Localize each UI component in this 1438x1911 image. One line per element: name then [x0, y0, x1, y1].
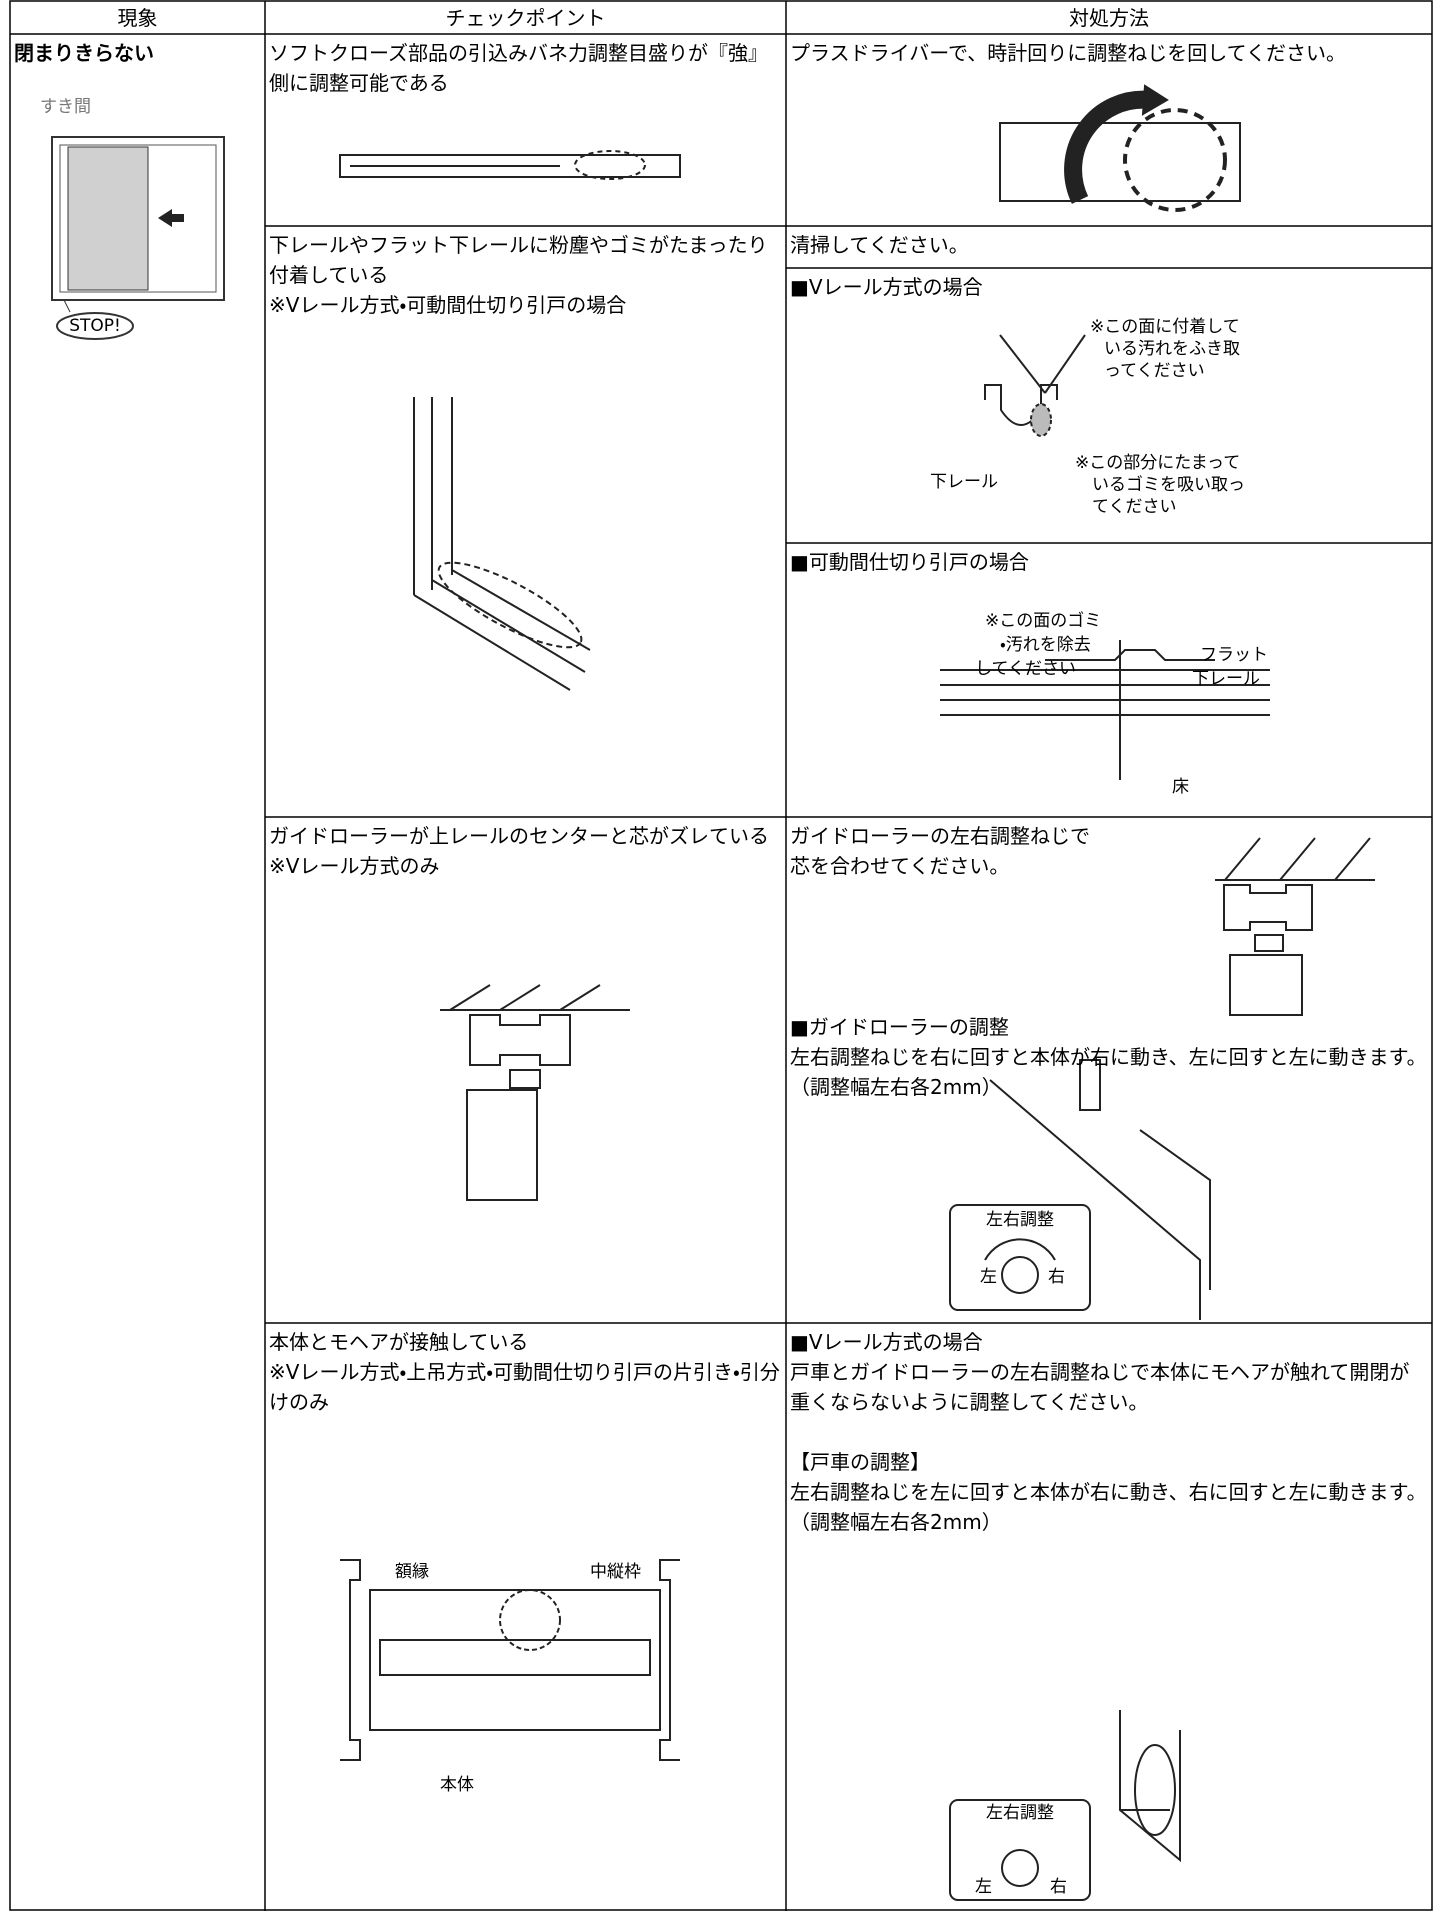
figure-label: 下レール [1192, 669, 1260, 689]
checkpoint: 下レールやフラット下レールに粉塵やゴミがたまったり付着している ※Vレール方式・… [265, 228, 786, 322]
figure-label: ※この面のゴミ [985, 610, 1101, 631]
phenomenon-title: 閉まりきらない [14, 41, 154, 65]
figure-label: すき間 [40, 97, 91, 117]
action: プラスドライバーで、時計回りに調整ねじを回してください。 [786, 36, 1432, 70]
text: ■Vレール方式の場合 [790, 1330, 983, 1354]
text: 戸車とガイドローラーの左右調整ねじで本体にモヘアが触れて開閉が重くならないように… [790, 1360, 1410, 1414]
soft-close-figure [339, 84, 1241, 212]
header-cell: チェックポイント [445, 6, 606, 30]
action: ■Vレール方式の場合 [786, 270, 1432, 304]
text: ■ガイドローラーの調整 [790, 1015, 1009, 1039]
guide-roller-figure-labels: 左右調整 左 右 [980, 1210, 1065, 1287]
text: ガイドローラーが上レールのセンターと芯がズレている [269, 824, 769, 848]
figure-label: 左 [980, 1267, 997, 1287]
figure-label: 右 [1048, 1267, 1065, 1287]
figure-label: ・汚れを除去 [1000, 635, 1091, 655]
text: 清掃してください。 [790, 233, 969, 257]
text: 左右調整ねじを左に回すと本体が右に動き、右に回すと左に動きます。（調整幅左右各2… [790, 1480, 1427, 1534]
text: ※Vレール方式・可動間仕切り引戸の場合 [269, 293, 627, 317]
text: 下レールやフラット下レールに粉塵やゴミがたまったり付着している [269, 233, 768, 287]
checkpoint: ガイドローラーが上レールのセンターと芯がズレている ※Vレール方式のみ [265, 819, 786, 883]
action: 清掃してください。 [786, 228, 1432, 262]
text: プラスドライバーで、時計回りに調整ねじを回してください。 [790, 41, 1346, 65]
table-grid [9, 0, 1433, 1911]
text: 左右調整ねじを右に回すと本体が右に動き、左に回すと左に動きます。（調整幅左右各2… [790, 1045, 1427, 1099]
text: 芯を合わせてください。 [790, 854, 1010, 878]
figure-label: てください [1092, 497, 1177, 517]
text: ※Vレール方式のみ [269, 854, 440, 878]
figure-label: 本体 [440, 1775, 474, 1795]
figure-label: 床 [1172, 777, 1189, 797]
figure-label: 中縦枠 [590, 1562, 641, 1582]
header-cell: 現象 [117, 6, 158, 30]
guide-roller-figure [440, 837, 1375, 1320]
text: ソフトクローズ部品の引込みバネ力調整目盛りが『強』側に調整可能である [269, 41, 768, 95]
action: ■可動間仕切り引戸の場合 [786, 545, 1432, 579]
text: 【戸車の調整】 [790, 1450, 930, 1474]
text: ※Vレール方式・上吊方式・可動間仕切り引戸の片引き・引分けのみ [269, 1360, 780, 1414]
action: ■ガイドローラーの調整 左右調整ねじを右に回すと本体が右に動き、左に回すと左に動… [786, 1010, 1432, 1104]
text: 本体とモヘアが接触している [269, 1330, 529, 1354]
figure-label: STOP! [69, 316, 121, 336]
figure-label: いるゴミを吸い取っ [1092, 474, 1245, 495]
text: ■可動間仕切り引戸の場合 [790, 550, 1029, 574]
figure-label: してください [975, 659, 1076, 679]
figure-label: 下レール [930, 472, 998, 492]
mohair-figure [340, 1559, 1181, 1901]
action: ■Vレール方式の場合 戸車とガイドローラーの左右調整ねじで本体にモヘアが触れて開… [786, 1325, 1432, 1539]
figure-label: 右 [1050, 1877, 1067, 1897]
figure-label: ってください [1104, 361, 1205, 381]
door-gap-figure: すき間 STOP! [40, 97, 225, 340]
figure-label: 左右調整 [986, 1210, 1054, 1230]
figure-label: フラット [1200, 645, 1268, 665]
figure-label: いる汚れをふき取 [1104, 339, 1240, 359]
header-cell: 対処方法 [1069, 6, 1149, 30]
figure-label: ※この面に付着して [1090, 317, 1240, 337]
text: ■Vレール方式の場合 [790, 275, 983, 299]
mohair-figure-labels: 額縁 中縦枠 本体 左右調整 左 右 [395, 1562, 1067, 1897]
checkpoint: 本体とモヘアが接触している ※Vレール方式・上吊方式・可動間仕切り引戸の片引き・… [265, 1325, 786, 1419]
action: ガイドローラーの左右調整ねじで 芯を合わせてください。 [786, 819, 1432, 883]
rail-dust-figure [413, 334, 1270, 780]
checkpoint: ソフトクローズ部品の引込みバネ力調整目盛りが『強』側に調整可能である [265, 36, 786, 100]
figure-label: ※この部分にたまって [1075, 453, 1240, 473]
vrail-figure-labels: ※この面に付着して いる汚れをふき取 ってください 下レール ※この部分にたまっ… [930, 317, 1268, 797]
text: ガイドローラーの左右調整ねじで [790, 824, 1090, 848]
figure-label: 額縁 [395, 1562, 429, 1582]
figure-label: 左右調整 [986, 1803, 1054, 1823]
figure-label: 左 [975, 1877, 992, 1897]
